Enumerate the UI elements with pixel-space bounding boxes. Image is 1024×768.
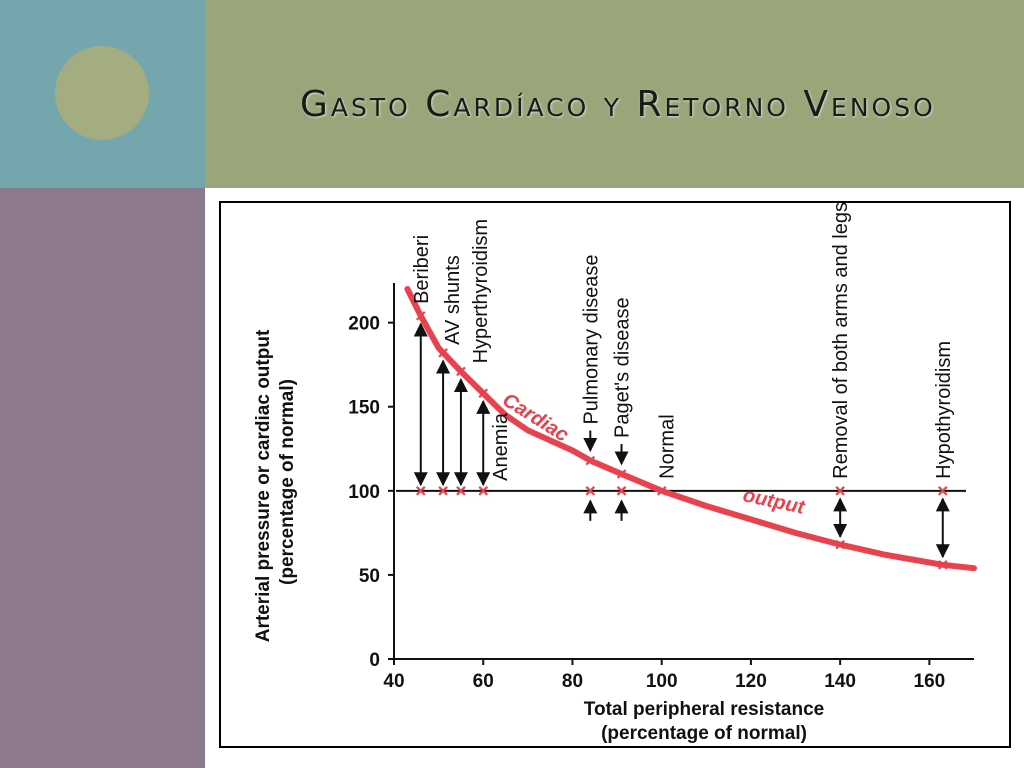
decor-circle (55, 46, 149, 140)
y-axis-sublabel: (percentage of normal) (277, 379, 298, 585)
point-arterial-pressure (616, 486, 627, 496)
point-cardiac-output (478, 388, 489, 399)
chart-frame: 0 50 100 150 200 40 60 80 100 120 140 160 Cardiac ou… (219, 201, 1011, 748)
x-tick-label: 120 (735, 671, 767, 692)
x-tick-label: 80 (562, 671, 583, 692)
header-panel (205, 0, 1024, 188)
decor-panel-purple (0, 188, 205, 768)
slide-title: Gasto Cardíaco y Retorno Venoso (300, 84, 936, 125)
y-tick-label: 200 (348, 314, 380, 335)
x-tick-label: 100 (646, 671, 678, 692)
y-tick-label: 50 (359, 566, 380, 587)
point-arterial-pressure (585, 486, 596, 496)
point-cardiac-output (585, 455, 596, 466)
point-arterial-pressure (456, 486, 466, 496)
point-cardiac-output (937, 560, 948, 570)
chart-axes: 0 50 100 150 200 40 60 80 100 120 140 160 (348, 283, 974, 692)
point-cardiac-output (415, 311, 426, 321)
point-cardiac-output (438, 348, 448, 358)
condition-label: Anemia (490, 412, 512, 481)
x-axis-sublabel: (percentage of normal) (601, 723, 807, 744)
y-tick-label: 150 (348, 398, 380, 419)
condition-label: AV shunts (442, 255, 464, 345)
point-cardiac-output (835, 539, 845, 550)
condition-label: Beriberi (411, 235, 433, 304)
y-axis-label: Arterial pressure or cardiac output (253, 329, 274, 642)
point-arterial-pressure (478, 486, 489, 496)
x-axis-label: Total peripheral resistance (584, 699, 824, 720)
condition-label: Hypothyroidism (933, 341, 955, 479)
y-tick-label: 100 (348, 482, 380, 503)
x-tick-label: 40 (383, 671, 404, 692)
condition-label: Hyperthyroidism (470, 219, 492, 363)
condition-label: Normal (657, 414, 679, 478)
y-tick-label: 0 (369, 650, 380, 671)
point-arterial-pressure (415, 486, 426, 496)
header-divider (205, 188, 1024, 191)
x-tick-label: 140 (824, 671, 856, 692)
x-tick-label: 60 (473, 671, 494, 692)
condition-label: Removal of both arms and legs (830, 203, 852, 479)
x-tick-label: 160 (914, 671, 946, 692)
condition-label: Paget's disease (612, 297, 634, 438)
curve-label-output: output (741, 484, 808, 519)
point-arterial-pressure (937, 486, 948, 496)
point-arterial-pressure (656, 486, 667, 496)
point-arterial-pressure (438, 486, 448, 496)
point-arterial-pressure (835, 486, 845, 496)
point-cardiac-output (616, 469, 627, 479)
point-cardiac-output (456, 366, 466, 377)
condition-label: Pulmonary disease (580, 254, 602, 424)
